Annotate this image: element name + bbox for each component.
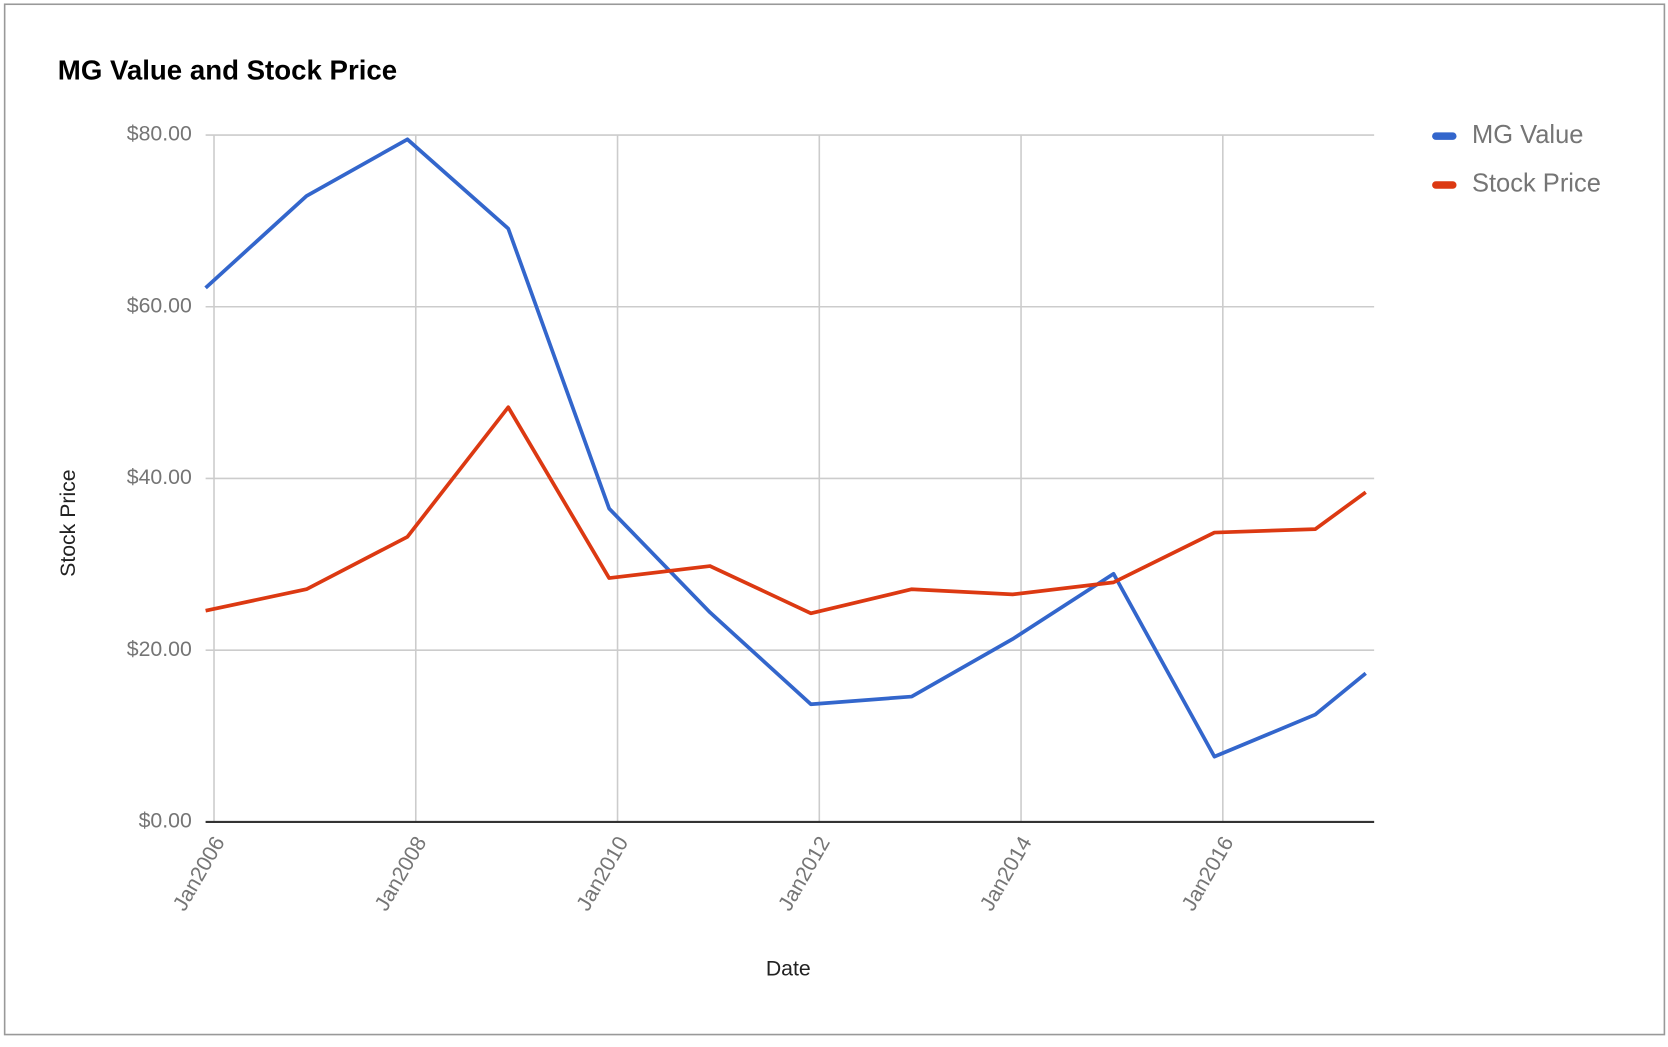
x-axis-label: Date — [766, 956, 811, 980]
series-line — [205, 405, 1367, 616]
y-tick-label: $0.00 — [139, 809, 192, 833]
legend-label: Stock Price — [1472, 170, 1601, 198]
y-tick-label: $20.00 — [127, 637, 192, 661]
y-tick-label: $60.00 — [127, 293, 192, 317]
y-tick-label: $80.00 — [127, 122, 192, 146]
series-line — [204, 137, 1367, 759]
chart-frame — [3, 3, 1666, 1036]
legend-label: MG Value — [1472, 121, 1583, 149]
y-axis-label: Stock Price — [56, 469, 80, 576]
chart-title: MG Value and Stock Price — [58, 55, 397, 86]
y-tick-label: $40.00 — [127, 465, 192, 489]
